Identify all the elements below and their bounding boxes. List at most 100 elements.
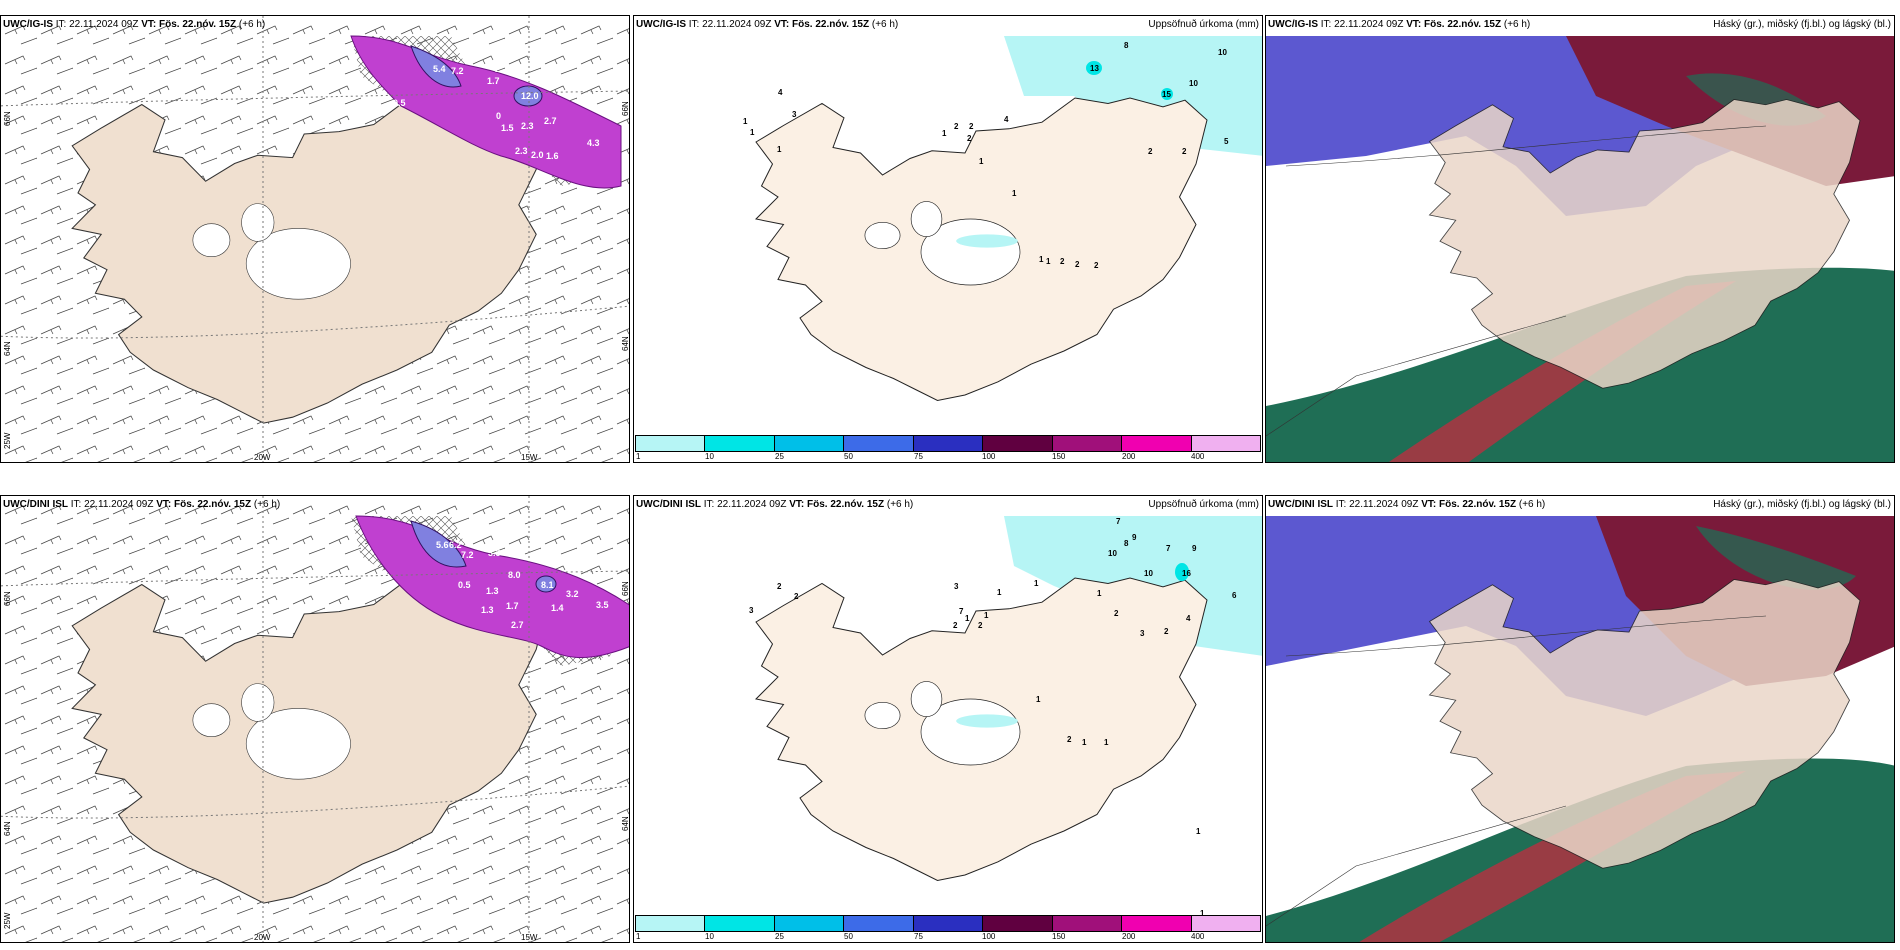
- lat-label: 66N: [621, 581, 630, 596]
- map-canvas: 8 10 13 10 15 5 2 2 4 3 1 1 1 2 2 2 4 1 …: [743, 36, 1262, 402]
- value-label: 2.3: [515, 146, 528, 156]
- value-label: 10: [1108, 549, 1117, 558]
- value-label: 2: [1067, 735, 1072, 744]
- value-label: 3.2: [566, 589, 579, 599]
- colorbar-label: 75: [914, 452, 923, 461]
- value-label: 1: [1036, 695, 1041, 704]
- colorbar-label: 200: [1122, 452, 1136, 461]
- value-label: 2: [777, 582, 782, 591]
- colorbar-swatch: [1122, 916, 1192, 931]
- value-label: 10: [1144, 569, 1153, 578]
- lat-label: 66N: [621, 101, 630, 116]
- colorbar-label: 10: [705, 932, 714, 941]
- value-label: 2.7: [511, 620, 524, 630]
- value-label: 8.1: [541, 580, 554, 590]
- map-canvas: 5.4 7.2 2.2 1.7 12.0 0.5 0 1.5 2.3 2.7 2…: [1, 16, 629, 462]
- colorbar-swatch: [844, 436, 914, 451]
- panel-variable-title: Uppsöfnuð úrkoma (mm): [1148, 19, 1259, 30]
- precip-colorbar: [635, 915, 1261, 932]
- panel-variable-title: Uppsöfnuð úrkoma (mm): [1148, 499, 1259, 510]
- colorbar-swatch: [1052, 916, 1123, 931]
- map-panel-wind-snow-ig-is: 5.4 7.2 2.2 1.7 12.0 0.5 0 1.5 2.3 2.7 2…: [0, 15, 630, 463]
- value-label: 16: [1182, 569, 1191, 578]
- value-label: 2: [1148, 147, 1153, 156]
- value-label: 9: [1192, 544, 1197, 553]
- colorbar-label: 100: [982, 452, 996, 461]
- value-label: 0: [496, 111, 501, 121]
- colorbar-swatch: [774, 436, 845, 451]
- colorbar-label: 25: [775, 932, 784, 941]
- colorbar-swatch: [913, 436, 984, 451]
- colorbar-label: 50: [844, 932, 853, 941]
- value-label: 13: [1090, 64, 1099, 73]
- colorbar-labels: 1 10 25 50 75 100 150 200 400: [635, 932, 1261, 942]
- lon-label: 15W: [521, 453, 538, 462]
- lat-label: 66N: [3, 111, 12, 126]
- colorbar-label: 1: [636, 452, 641, 461]
- colorbar-swatch: [913, 916, 984, 931]
- colorbar-swatch: [844, 916, 914, 931]
- value-label: 1: [1200, 909, 1205, 918]
- colorbar-label: 150: [1052, 932, 1066, 941]
- value-label: 7: [1116, 517, 1121, 526]
- colorbar-label: 1: [636, 932, 641, 941]
- colorbar-swatch: [636, 916, 706, 931]
- colorbar-label: 200: [1122, 932, 1136, 941]
- value-label: 2.2: [495, 64, 508, 74]
- value-label: 1: [984, 611, 989, 620]
- lat-label: 64N: [621, 816, 630, 831]
- value-label: 3.3: [488, 548, 501, 558]
- value-label: 12.0: [521, 91, 539, 101]
- value-label: 4: [778, 88, 783, 97]
- value-label: 1.6: [546, 151, 559, 161]
- value-label: 1.5: [501, 123, 514, 133]
- value-label: 15: [1162, 90, 1171, 99]
- map-canvas: [1266, 496, 1894, 942]
- value-label: 8: [1124, 539, 1129, 548]
- colorbar-swatch: [1122, 436, 1192, 451]
- value-label: 3: [954, 582, 959, 591]
- value-label: 1.4: [551, 603, 564, 613]
- colorbar-label: 400: [1191, 932, 1205, 941]
- precip-colorbar: [635, 435, 1261, 452]
- map-canvas: 7 9 8 10 7 9 10 16 6 1 1 2 4 3 2 2 2 3 3…: [749, 516, 1262, 918]
- value-label: 1: [743, 117, 748, 126]
- value-label: 2: [967, 134, 972, 143]
- colorbar-swatch: [1191, 436, 1260, 451]
- colorbar-label: 400: [1191, 452, 1205, 461]
- lon-label: 25W: [3, 432, 12, 449]
- value-label: 1.3: [481, 605, 494, 615]
- value-label: 3: [749, 606, 754, 615]
- colorbar-label: 10: [705, 452, 714, 461]
- value-label: 1.7: [487, 76, 500, 86]
- lat-label: 64N: [3, 821, 12, 836]
- value-label: 1: [979, 157, 984, 166]
- value-label: 2: [954, 122, 959, 131]
- value-label: 7: [959, 607, 964, 616]
- value-label: 2: [969, 122, 974, 131]
- value-label: 3: [1140, 629, 1145, 638]
- colorbar-swatch: [983, 436, 1053, 451]
- panel-title: UWC/DINI ISL IT: 22.11.2024 09Z VT: Fös.…: [1268, 499, 1546, 510]
- value-label: 8: [1124, 41, 1129, 50]
- value-label: 7: [1166, 544, 1171, 553]
- colorbar-swatch: [705, 436, 775, 451]
- map-panel-clouds-dini: UWC/DINI ISL IT: 22.11.2024 09Z VT: Fös.…: [1265, 495, 1895, 943]
- value-label: 2: [978, 621, 983, 630]
- value-label: 10: [1189, 79, 1198, 88]
- value-label: 2: [1094, 261, 1099, 270]
- colorbar-swatch: [983, 916, 1053, 931]
- value-label: 5.6: [436, 540, 449, 550]
- colorbar-label: 25: [775, 452, 784, 461]
- panel-title: UWC/DINI ISL IT: 22.11.2024 09Z VT: Fös.…: [3, 499, 281, 510]
- panel-title: UWC/IG-IS IT: 22.11.2024 09Z VT: Fös. 22…: [1268, 19, 1531, 30]
- value-label: 0.5: [393, 98, 406, 108]
- colorbar-swatch: [1052, 436, 1123, 451]
- lon-label: 20W: [254, 453, 271, 462]
- value-label: 2: [1182, 147, 1187, 156]
- value-label: 5: [1224, 137, 1229, 146]
- colorbar-label: 75: [914, 932, 923, 941]
- value-label: 1.7: [506, 601, 519, 611]
- value-label: 1: [1039, 255, 1044, 264]
- value-label: 6: [1232, 591, 1237, 600]
